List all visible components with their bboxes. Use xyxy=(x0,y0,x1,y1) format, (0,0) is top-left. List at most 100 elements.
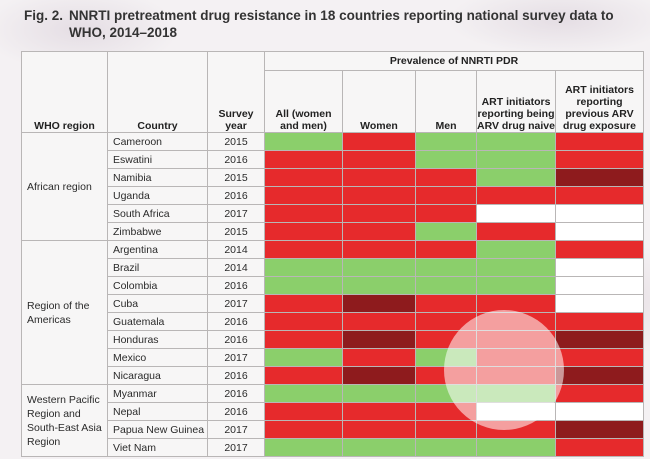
header-col-women: Women xyxy=(342,70,416,133)
prevalence-cell xyxy=(555,366,644,385)
prevalence-cell xyxy=(264,168,343,187)
prevalence-cell xyxy=(264,402,343,421)
prevalence-cell xyxy=(342,186,416,205)
prevalence-cell xyxy=(476,258,556,277)
year-cell: 2016 xyxy=(207,366,265,385)
prevalence-cell xyxy=(342,150,416,169)
country-cell: Argentina xyxy=(107,240,208,259)
prevalence-cell xyxy=(476,240,556,259)
year-cell: 2016 xyxy=(207,402,265,421)
prevalence-cell xyxy=(264,240,343,259)
year-cell: 2017 xyxy=(207,348,265,367)
year-cell: 2017 xyxy=(207,204,265,223)
header-prevalence-group: Prevalence of NNRTI PDR xyxy=(264,51,644,71)
prevalence-cell xyxy=(264,366,343,385)
prevalence-cell xyxy=(415,204,477,223)
prevalence-cell xyxy=(415,312,477,331)
year-cell: 2016 xyxy=(207,276,265,295)
region-cell: Region of the Americas xyxy=(21,240,108,385)
prevalence-cell xyxy=(264,330,343,349)
prevalence-cell xyxy=(415,384,477,403)
prevalence-cell xyxy=(476,384,556,403)
prevalence-cell xyxy=(415,240,477,259)
country-cell: Papua New Guinea xyxy=(107,420,208,439)
year-cell: 2017 xyxy=(207,438,265,457)
prevalence-cell xyxy=(555,258,644,277)
year-cell: 2014 xyxy=(207,258,265,277)
prevalence-cell xyxy=(476,420,556,439)
table-row: Guatemala 2016 xyxy=(22,312,644,331)
prevalence-cell xyxy=(555,348,644,367)
prevalence-cell xyxy=(415,330,477,349)
table-row: Papua New Guinea 2017 xyxy=(22,420,644,439)
table-row: Namibia 2015 xyxy=(22,168,644,187)
prevalence-cell xyxy=(555,132,644,151)
prevalence-cell xyxy=(476,186,556,205)
prevalence-cell xyxy=(476,348,556,367)
prevalence-cell xyxy=(415,168,477,187)
prevalence-cell xyxy=(342,348,416,367)
prevalence-cell xyxy=(342,294,416,313)
table-row: South Africa 2017 xyxy=(22,204,644,223)
prevalence-cell xyxy=(264,420,343,439)
country-cell: Viet Nam xyxy=(107,438,208,457)
prevalence-cell xyxy=(476,402,556,421)
prevalence-cell xyxy=(476,132,556,151)
prevalence-cell xyxy=(555,330,644,349)
prevalence-cell xyxy=(555,276,644,295)
prevalence-cell xyxy=(342,276,416,295)
prevalence-cell xyxy=(342,258,416,277)
header-col-exposure: ART initiators reporting previous ARV dr… xyxy=(555,70,644,133)
prevalence-cell xyxy=(555,420,644,439)
country-cell: Honduras xyxy=(107,330,208,349)
country-cell: Namibia xyxy=(107,168,208,187)
prevalence-cell xyxy=(415,186,477,205)
prevalence-cell xyxy=(415,348,477,367)
prevalence-cell xyxy=(476,150,556,169)
prevalence-cell xyxy=(264,204,343,223)
prevalence-cell xyxy=(264,186,343,205)
prevalence-cell xyxy=(264,348,343,367)
country-cell: Zimbabwe xyxy=(107,222,208,241)
table-row: Nepal 2016 xyxy=(22,402,644,421)
region-cell: Western Pacific Region and South-East As… xyxy=(21,384,108,457)
prevalence-cell xyxy=(476,330,556,349)
table-row: Cuba 2017 xyxy=(22,294,644,313)
prevalence-cell xyxy=(342,330,416,349)
prevalence-cell xyxy=(415,150,477,169)
prevalence-cell xyxy=(342,384,416,403)
prevalence-cell xyxy=(342,312,416,331)
year-cell: 2017 xyxy=(207,294,265,313)
prevalence-cell xyxy=(555,312,644,331)
header-col-all: All (women and men) xyxy=(264,70,343,133)
year-cell: 2015 xyxy=(207,132,265,151)
table-row: Mexico 2017 xyxy=(22,348,644,367)
table-row: Nicaragua 2016 xyxy=(22,366,644,385)
prevalence-cell xyxy=(264,438,343,457)
prevalence-cell xyxy=(476,438,556,457)
header-region: WHO region xyxy=(21,51,108,133)
prevalence-cell xyxy=(415,294,477,313)
figure-title-text: NNRTI pretreatment drug resistance in 18… xyxy=(69,8,614,40)
header-col-men: Men xyxy=(415,70,477,133)
prevalence-cell xyxy=(415,366,477,385)
country-cell: Uganda xyxy=(107,186,208,205)
prevalence-cell xyxy=(476,276,556,295)
country-cell: Nepal xyxy=(107,402,208,421)
country-cell: Mexico xyxy=(107,348,208,367)
year-cell: 2016 xyxy=(207,312,265,331)
prevalence-cell xyxy=(264,384,343,403)
prevalence-cell xyxy=(555,402,644,421)
prevalence-cell xyxy=(555,438,644,457)
year-cell: 2015 xyxy=(207,222,265,241)
year-cell: 2016 xyxy=(207,186,265,205)
prevalence-cell xyxy=(555,168,644,187)
prevalence-cell xyxy=(264,132,343,151)
country-cell: Myanmar xyxy=(107,384,208,403)
table-row: Eswatini 2016 xyxy=(22,150,644,169)
country-cell: Colombia xyxy=(107,276,208,295)
figure-label: Fig. 2. xyxy=(24,8,64,23)
year-cell: 2016 xyxy=(207,384,265,403)
prevalence-cell xyxy=(476,294,556,313)
prevalence-cell xyxy=(555,240,644,259)
